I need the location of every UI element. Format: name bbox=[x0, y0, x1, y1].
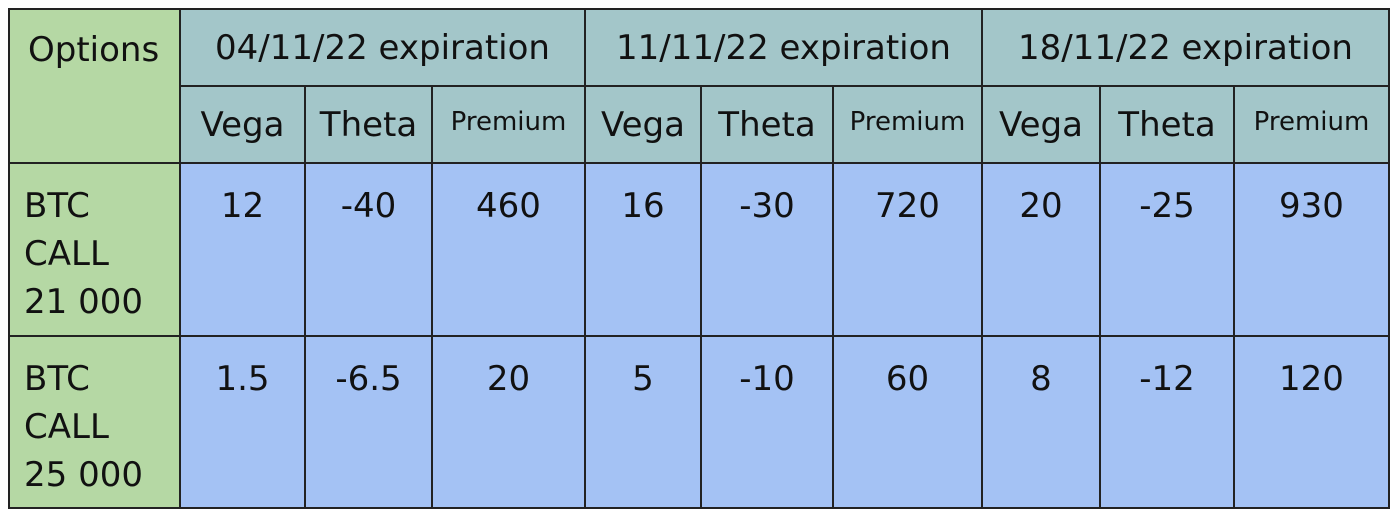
cell-theta: -30 bbox=[700, 162, 834, 337]
metric-header-vega: Vega bbox=[981, 85, 1101, 164]
cell-vega: 16 bbox=[584, 162, 702, 337]
metric-header-theta: Theta bbox=[700, 85, 834, 164]
cell-premium: 460 bbox=[431, 162, 586, 337]
table-row: BTC CALL 25 000 1.5 -6.5 20 5 -10 60 8 -… bbox=[8, 335, 1390, 509]
expiration-header-row: Options 04/11/22 expiration 11/11/22 exp… bbox=[8, 8, 1390, 164]
cell-vega: 8 bbox=[981, 335, 1101, 509]
metric-header-theta: Theta bbox=[1099, 85, 1235, 164]
metric-header-premium: Premium bbox=[832, 85, 983, 164]
options-corner-label: Options bbox=[8, 8, 181, 164]
cell-theta: -6.5 bbox=[304, 335, 433, 509]
row-label-btc-call-25000: BTC CALL 25 000 bbox=[8, 335, 181, 509]
metric-header-row: Vega Theta Premium Vega Theta Premium Ve… bbox=[9, 85, 1390, 164]
cell-premium: 120 bbox=[1233, 335, 1390, 509]
metric-header-premium: Premium bbox=[1233, 85, 1390, 164]
metric-header-vega: Vega bbox=[584, 85, 702, 164]
expiration-header-2: 11/11/22 expiration bbox=[584, 8, 983, 87]
options-greeks-table: Options 04/11/22 expiration 11/11/22 exp… bbox=[8, 8, 1390, 509]
cell-premium: 60 bbox=[832, 335, 983, 509]
cell-premium: 20 bbox=[431, 335, 586, 509]
cell-vega: 20 bbox=[981, 162, 1101, 337]
row-label-btc-call-21000: BTC CALL 21 000 bbox=[8, 162, 181, 337]
cell-vega: 12 bbox=[179, 162, 306, 337]
cell-theta: -25 bbox=[1099, 162, 1235, 337]
expiration-header-1: 04/11/22 expiration bbox=[179, 8, 586, 87]
cell-theta: -12 bbox=[1099, 335, 1235, 509]
cell-vega: 1.5 bbox=[179, 335, 306, 509]
cell-premium: 720 bbox=[832, 162, 983, 337]
metric-header-vega: Vega bbox=[179, 85, 306, 164]
expiration-header-3: 18/11/22 expiration bbox=[981, 8, 1390, 87]
row-label-text: BTC CALL 25 000 bbox=[24, 359, 143, 495]
row-label-text: BTC CALL 21 000 bbox=[24, 186, 143, 322]
cell-theta: -10 bbox=[700, 335, 834, 509]
metric-header-premium: Premium bbox=[431, 85, 586, 164]
cell-theta: -40 bbox=[304, 162, 433, 337]
cell-premium: 930 bbox=[1233, 162, 1390, 337]
metric-header-theta: Theta bbox=[304, 85, 433, 164]
cell-vega: 5 bbox=[584, 335, 702, 509]
table-row: BTC CALL 21 000 12 -40 460 16 -30 720 20… bbox=[8, 162, 1390, 337]
